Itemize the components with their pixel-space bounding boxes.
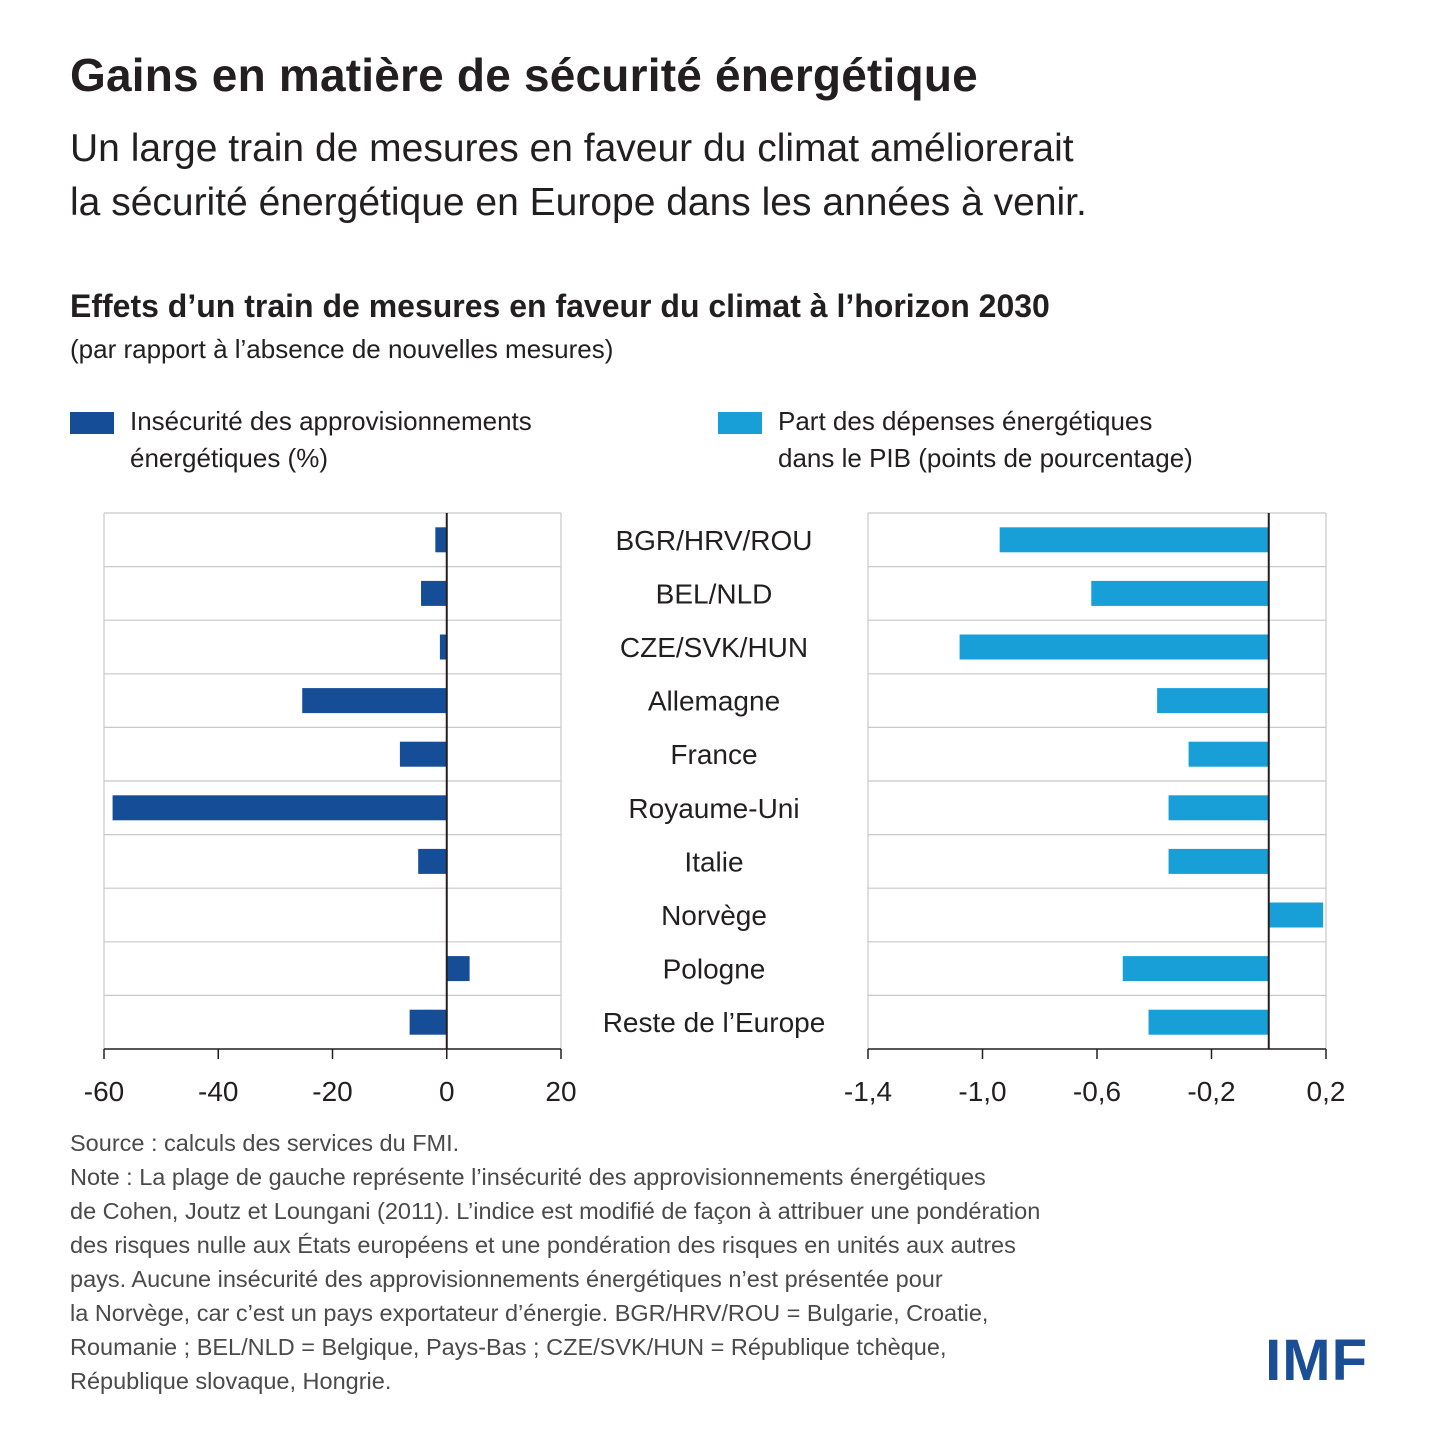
- x-tick-label: -40: [198, 1076, 238, 1107]
- category-label: France: [670, 739, 757, 770]
- chart-subtitle: (par rapport à l’absence de nouvelles me…: [70, 334, 614, 364]
- x-tick-label: -1,4: [844, 1076, 892, 1107]
- x-tick-label: -1,0: [958, 1076, 1006, 1107]
- footer: Source : calculs des services du FMI. No…: [70, 1126, 1270, 1398]
- chart-title: Effets d’un train de mesures en faveur d…: [70, 288, 1050, 324]
- category-label: Norvège: [661, 900, 767, 931]
- bar-spending: [1148, 1009, 1269, 1035]
- footnote: Note : La plage de gauche représente l’i…: [70, 1164, 1041, 1394]
- bar-spending: [1168, 848, 1269, 874]
- bar-insecurity: [421, 580, 447, 606]
- legend-swatch-dark-blue: [70, 412, 114, 434]
- page-subtitle: Un large train de mesures en faveur du c…: [70, 122, 1370, 230]
- category-label: BEL/NLD: [656, 578, 773, 609]
- bar-spending: [1122, 956, 1269, 982]
- bar-spending: [959, 634, 1269, 660]
- bar-chart: -60 -40 -20 0 20 -1,4 -1,0 -0,6 -0,2 0,2 BGR/HRV/R…: [84, 512, 1346, 1107]
- bar-spending: [999, 527, 1269, 553]
- x-tick-label: 20: [545, 1076, 576, 1107]
- x-tick-label: 0: [439, 1076, 455, 1107]
- category-label: CZE/SVK/HUN: [620, 632, 808, 663]
- bar-insecurity: [435, 527, 447, 553]
- bar-spending: [1091, 580, 1269, 606]
- page-title: Gains en matière de sécurité énergétique: [70, 49, 978, 101]
- bar-insecurity: [418, 848, 447, 874]
- bar-insecurity: [409, 1009, 447, 1035]
- bar-insecurity: [302, 688, 447, 714]
- category-label: Italie: [684, 846, 743, 877]
- category-label: BGR/HRV/ROU: [615, 525, 812, 556]
- source-note: Source : calculs des services du FMI.: [70, 1130, 460, 1156]
- bar-spending: [1188, 741, 1269, 767]
- category-label: Allemagne: [648, 686, 780, 717]
- subtitle-line-1: Un large train de mesures en faveur du c…: [70, 127, 1074, 170]
- x-tick-label: -0,6: [1073, 1076, 1121, 1107]
- x-tick-label: 0,2: [1307, 1076, 1346, 1107]
- category-label: Reste de l’Europe: [603, 1007, 826, 1038]
- subtitle-line-2: la sécurité énergétique en Europe dans l…: [70, 181, 1087, 224]
- bar-spending: [1168, 795, 1269, 821]
- bar-insecurity: [439, 634, 447, 660]
- x-tick-label: -60: [84, 1076, 124, 1107]
- category-label: Royaume-Uni: [628, 793, 799, 824]
- legend-label-energy-spending: Part des dépenses énergétiques dans le P…: [778, 406, 1193, 473]
- category-label: Pologne: [663, 954, 766, 985]
- bar-spending: [1157, 688, 1269, 714]
- imf-logo: IMF: [1265, 1328, 1368, 1393]
- legend-label-supply-insecurity: Insécurité des approvisionnements énergé…: [130, 406, 532, 473]
- legend-item-energy-spending: Part des dépenses énergétiques dans le P…: [718, 403, 1378, 477]
- bar-spending: [1268, 902, 1324, 928]
- bar-insecurity: [112, 795, 447, 821]
- x-tick-label: -0,2: [1187, 1076, 1235, 1107]
- bar-insecurity: [446, 956, 470, 982]
- x-tick-label: -20: [312, 1076, 352, 1107]
- bar-insecurity: [399, 741, 447, 767]
- legend-item-supply-insecurity: Insécurité des approvisionnements énergé…: [70, 403, 650, 477]
- legend-swatch-light-blue: [718, 412, 762, 434]
